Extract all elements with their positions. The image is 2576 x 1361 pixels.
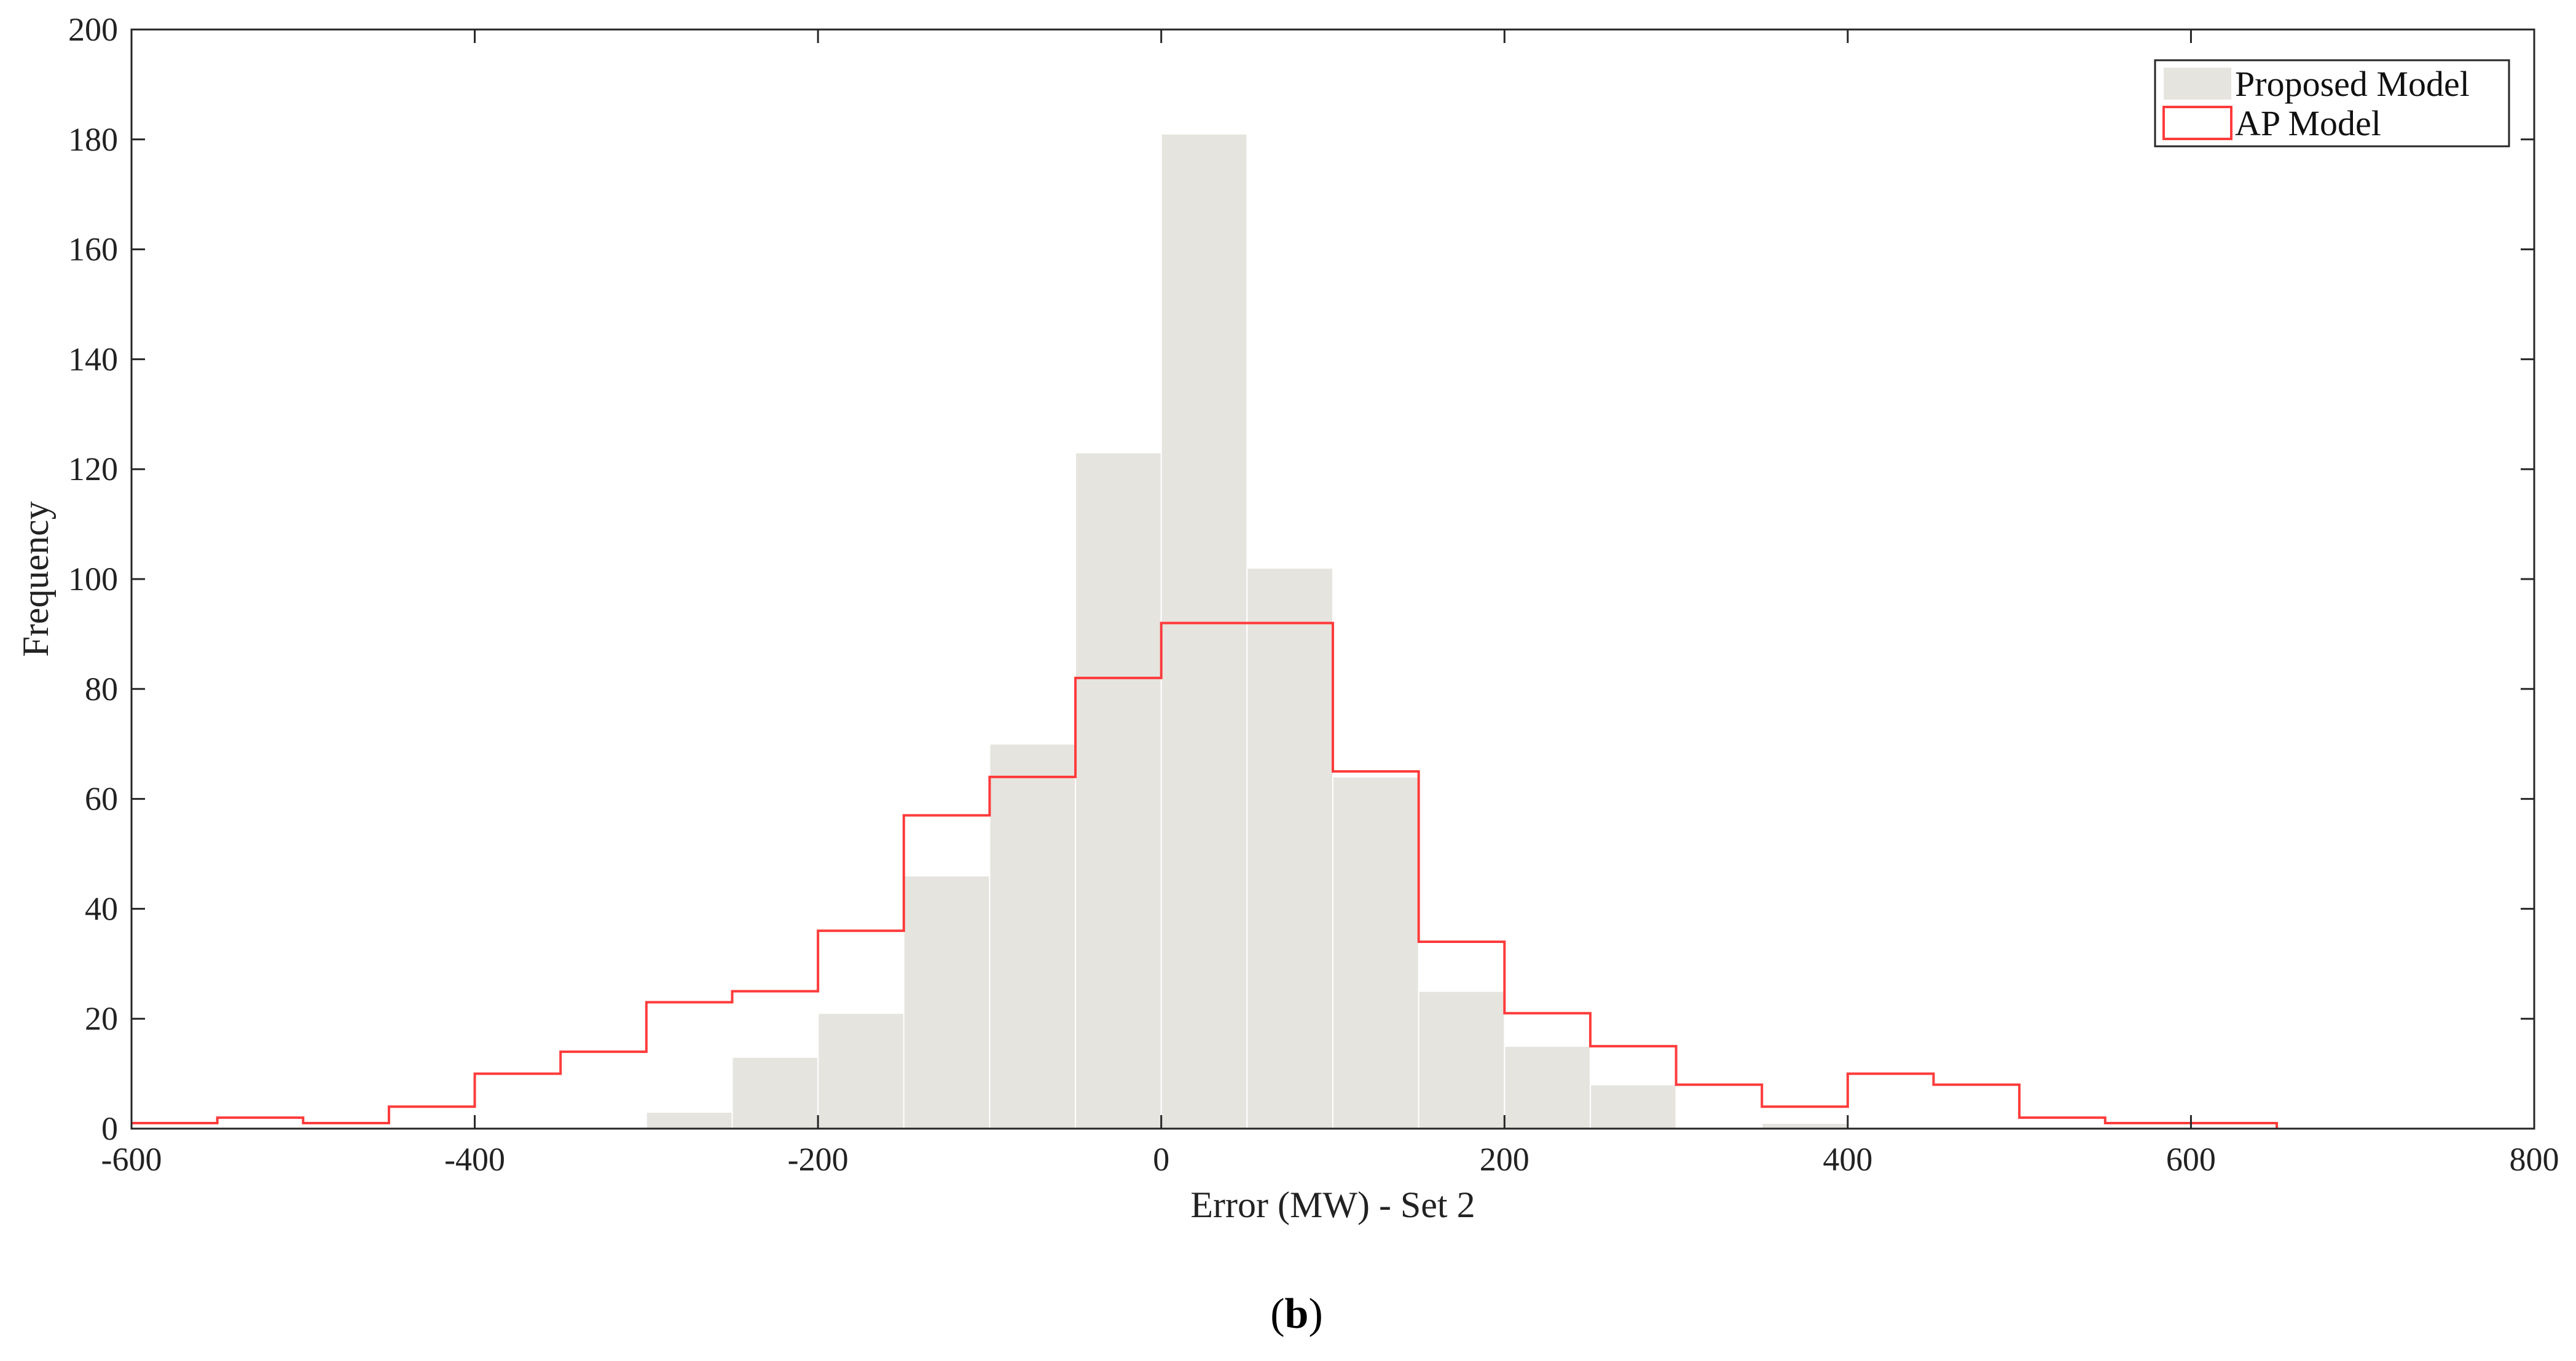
panel-label: (b) [1270,1290,1323,1338]
x-tick-labels: -600 -400 -200 0 200 400 600 800 [101,1141,2559,1178]
x-tick-label: 600 [2166,1141,2216,1178]
bar-proposed-model [1418,990,1506,1129]
legend-label-ap-model: AP Model [2235,103,2381,143]
legend-label-proposed-model: Proposed Model [2235,64,2470,104]
y-tick-label: 80 [85,671,118,708]
axis-ticks [130,28,2535,1130]
bar-proposed-model [1504,1045,1591,1130]
bar-proposed-model [1246,567,1334,1129]
y-axis-label: Frequency [15,501,56,657]
y-tick-label: 200 [68,11,118,48]
y-tick-label: 100 [68,561,118,598]
bar-proposed-model [1332,776,1420,1129]
y-tick-label: 120 [68,451,118,487]
bar-proposed-model [903,875,991,1129]
legend-swatch-ap-model [2162,106,2232,140]
bar-proposed-model [817,1012,905,1130]
y-tick-label: 20 [85,1000,118,1037]
legend-swatch-proposed-model [2164,68,2231,100]
x-tick-label: 400 [1823,1141,1872,1178]
x-axis-label: Error (MW) - Set 2 [1190,1185,1475,1225]
y-tick-label: 140 [68,341,118,377]
x-tick-label: -400 [444,1141,505,1178]
y-tick-label: 0 [101,1110,118,1147]
bar-proposed-model [1160,133,1248,1130]
bar-proposed-model [1589,1084,1677,1129]
x-tick-label: -600 [101,1141,162,1178]
x-tick-label: 0 [1153,1141,1169,1178]
ap-model-stairs-line [132,621,2279,1129]
y-tick-label: 40 [85,890,118,927]
bar-proposed-model [1075,452,1162,1129]
x-tick-label: 800 [2510,1141,2559,1178]
legend: Proposed Model AP Model [2154,59,2510,148]
y-tick-label: 180 [68,121,118,158]
bar-proposed-model [731,1056,819,1130]
x-tick-label: -200 [788,1141,849,1178]
y-tick-label: 160 [68,231,118,268]
proposed-model-bars [645,133,1848,1130]
x-tick-label: 200 [1480,1141,1530,1178]
panel-label-letter: b [1285,1290,1309,1338]
y-tick-label: 60 [85,781,118,818]
bar-proposed-model [989,743,1077,1129]
bar-proposed-model [645,1111,733,1130]
y-tick-labels: 0 20 40 60 80 100 120 140 160 180 200 [68,11,118,1147]
